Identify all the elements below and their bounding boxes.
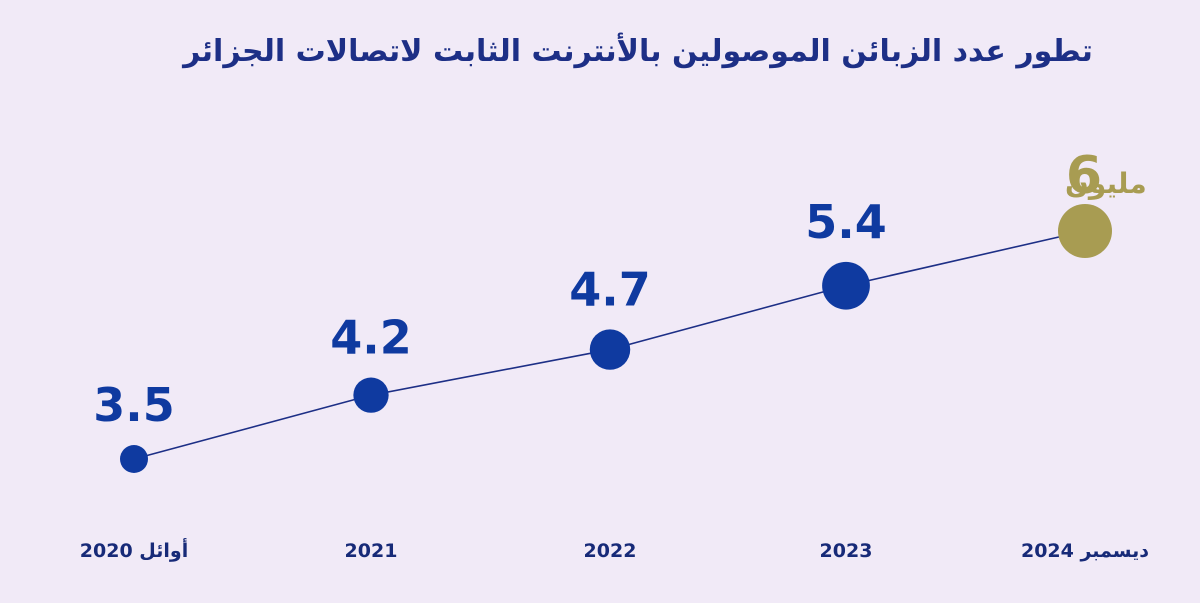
data-label-3: 5.4 (805, 195, 887, 249)
data-label-4: 6 (1066, 146, 1102, 206)
data-point-3 (822, 261, 870, 310)
data-point-4 (1058, 204, 1112, 258)
data-label-2: 4.7 (569, 262, 651, 316)
x-tick-label-1: 2021 (345, 540, 398, 562)
data-point-1 (353, 377, 389, 413)
data-label-1: 4.2 (330, 311, 412, 365)
data-label-unit: مليون (1065, 167, 1147, 200)
x-tick-label-3: 2023 (820, 540, 873, 562)
data-label-0: 3.5 (93, 378, 175, 432)
chart-title: تطور عدد الزبائن الموصولين بالأنترنت الث… (183, 34, 1093, 69)
x-tick-label-0: أوائل 2020 (80, 538, 188, 562)
x-tick-label-2: 2022 (584, 540, 637, 562)
x-tick-label-4: ديسمبر 2024 (1021, 540, 1149, 562)
data-point-0 (120, 445, 148, 473)
data-point-2 (589, 329, 631, 370)
